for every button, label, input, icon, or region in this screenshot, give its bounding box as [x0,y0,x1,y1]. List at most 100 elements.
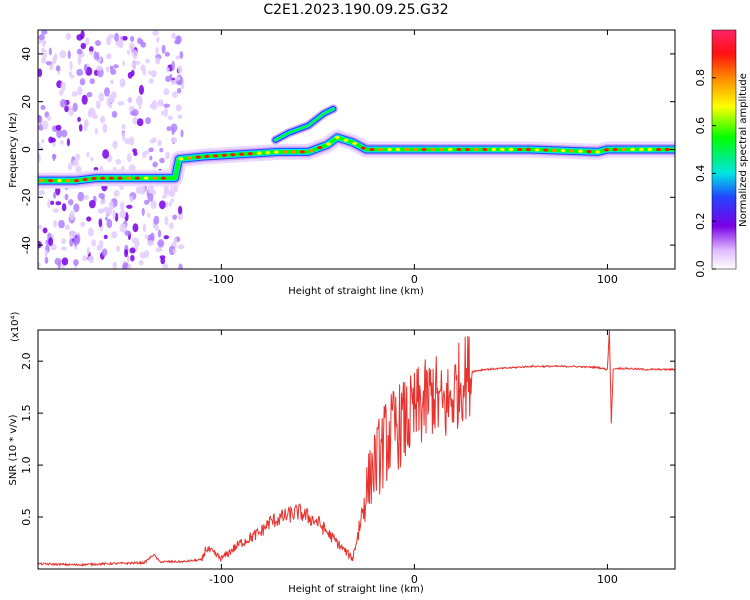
noise-speckle [163,186,167,197]
noise-speckle [86,247,90,255]
noise-speckle [159,157,165,164]
noise-speckle [119,209,127,219]
noise-speckle [87,227,94,237]
noise-speckle [44,249,48,257]
noise-speckle [38,224,43,230]
noise-speckle [96,65,103,71]
ridge-peak [187,156,193,160]
noise-speckle [135,186,142,194]
noise-speckle [112,261,117,269]
ridge-peak [100,176,106,180]
noise-speckle [148,70,152,75]
noise-speckle [165,151,170,160]
noise-speckle [134,240,140,248]
noise-speckle [129,42,135,51]
ridge-peak [543,148,549,152]
noise-speckle [149,103,155,109]
ridge-peak [612,147,618,152]
ridge-peak [334,135,340,140]
ridge-peak [473,147,479,152]
noise-speckle [58,219,65,229]
noise-speckle [80,30,85,40]
noise-speckle [147,239,154,246]
ridge-peak [482,147,488,152]
snr-x-tick-label: 100 [597,573,618,586]
noise-speckle [120,201,125,211]
noise-speckle [50,137,56,143]
colorbar-tick-label: 0.2 [694,212,707,230]
noise-speckle [178,205,183,215]
ridge-peak [74,178,80,183]
noise-speckle [100,115,106,124]
noise-speckle [121,123,126,130]
noise-speckle [38,142,41,147]
noise-speckle [104,87,110,97]
ridge-peak [56,178,62,183]
noise-speckle [94,40,101,46]
noise-speckle [98,218,103,228]
noise-speckle [110,79,114,85]
noise-speckle [126,49,131,56]
snr-y-axis-label: SNR (10 * v/v) [8,414,19,485]
snr-x-tick-label: 0 [411,573,418,586]
noise-speckle [38,34,45,41]
noise-speckle [109,95,116,103]
noise-speckle [132,223,139,233]
ridge-peak [430,147,436,152]
spectrogram-y-axis-label: Frequency (Hz) [8,112,19,188]
ridge-peak [195,155,201,159]
figure-title: C2E1.2023.190.09.25.G32 [263,2,448,18]
noise-speckle [38,189,45,196]
noise-speckle [88,46,94,53]
ridge-peak [82,177,88,182]
ridge-peak [352,141,358,145]
noise-speckle [84,37,90,46]
noise-speckle [141,207,145,217]
noise-speckle [155,46,159,55]
noise-speckle [142,223,147,233]
noise-speckle [131,61,137,69]
noise-speckle [83,194,89,200]
noise-speckle [117,101,125,106]
noise-speckle [162,263,169,269]
noise-speckle [60,140,64,145]
noise-speckle [60,81,66,92]
noise-speckle [71,91,78,97]
ridge-peak [282,150,288,154]
noise-speckle [69,210,75,221]
noise-speckle [44,256,49,264]
noise-speckle [127,263,132,269]
noise-speckle [80,42,87,50]
noise-speckle [180,129,184,138]
noise-speckle [143,199,150,205]
noise-speckle [88,255,95,264]
spectrogram-x-axis-label: Height of straight line (km) [288,286,424,297]
ridge-peak [638,147,644,152]
noise-speckle [163,107,168,118]
snr-x-axis-label: Height of straight line (km) [288,584,424,595]
colorbar-ticks: 0.0 0.2 0.4 0.6 0.8 [694,69,716,278]
noise-speckle [65,32,72,41]
noise-speckle [157,139,162,147]
noise-speckle [61,238,66,245]
noise-speckle [132,49,138,60]
noise-speckle [52,153,56,162]
noise-speckle [129,136,135,146]
noise-speckle [161,44,166,54]
noise-speckle [170,79,177,85]
noise-speckle [126,255,131,263]
noise-speckle [114,32,120,42]
noise-speckle [129,36,135,42]
noise-speckle [78,124,83,132]
noise-speckle [77,117,81,122]
ridge-peak [378,147,384,152]
noise-speckle [124,137,131,145]
noise-speckle [61,203,67,212]
noise-speckle [168,201,172,207]
noise-speckle [168,222,174,230]
noise-speckle [66,138,71,147]
noise-speckle [93,51,98,60]
ridge-peak [586,149,592,154]
noise-speckle [166,126,172,132]
